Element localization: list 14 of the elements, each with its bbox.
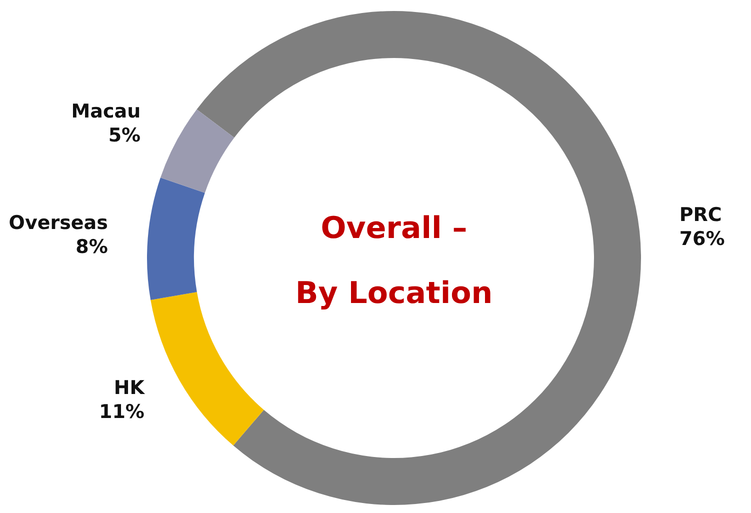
donut-slice	[160, 109, 234, 193]
data-label: 8%	[76, 236, 108, 258]
data-label: 76%	[679, 228, 725, 250]
text: By Location	[295, 276, 493, 311]
slice-label: Overseas	[8, 212, 108, 234]
donut-slice	[147, 178, 205, 300]
slice-label: Macau	[71, 100, 141, 122]
text: Overall –	[320, 211, 468, 246]
donut-slice	[196, 11, 641, 505]
slice-label: HK	[114, 376, 146, 399]
data-label: 5%	[108, 124, 141, 146]
donut-slice	[150, 292, 264, 446]
slice-label: PRC	[679, 204, 722, 226]
data-label: 11%	[98, 400, 144, 423]
